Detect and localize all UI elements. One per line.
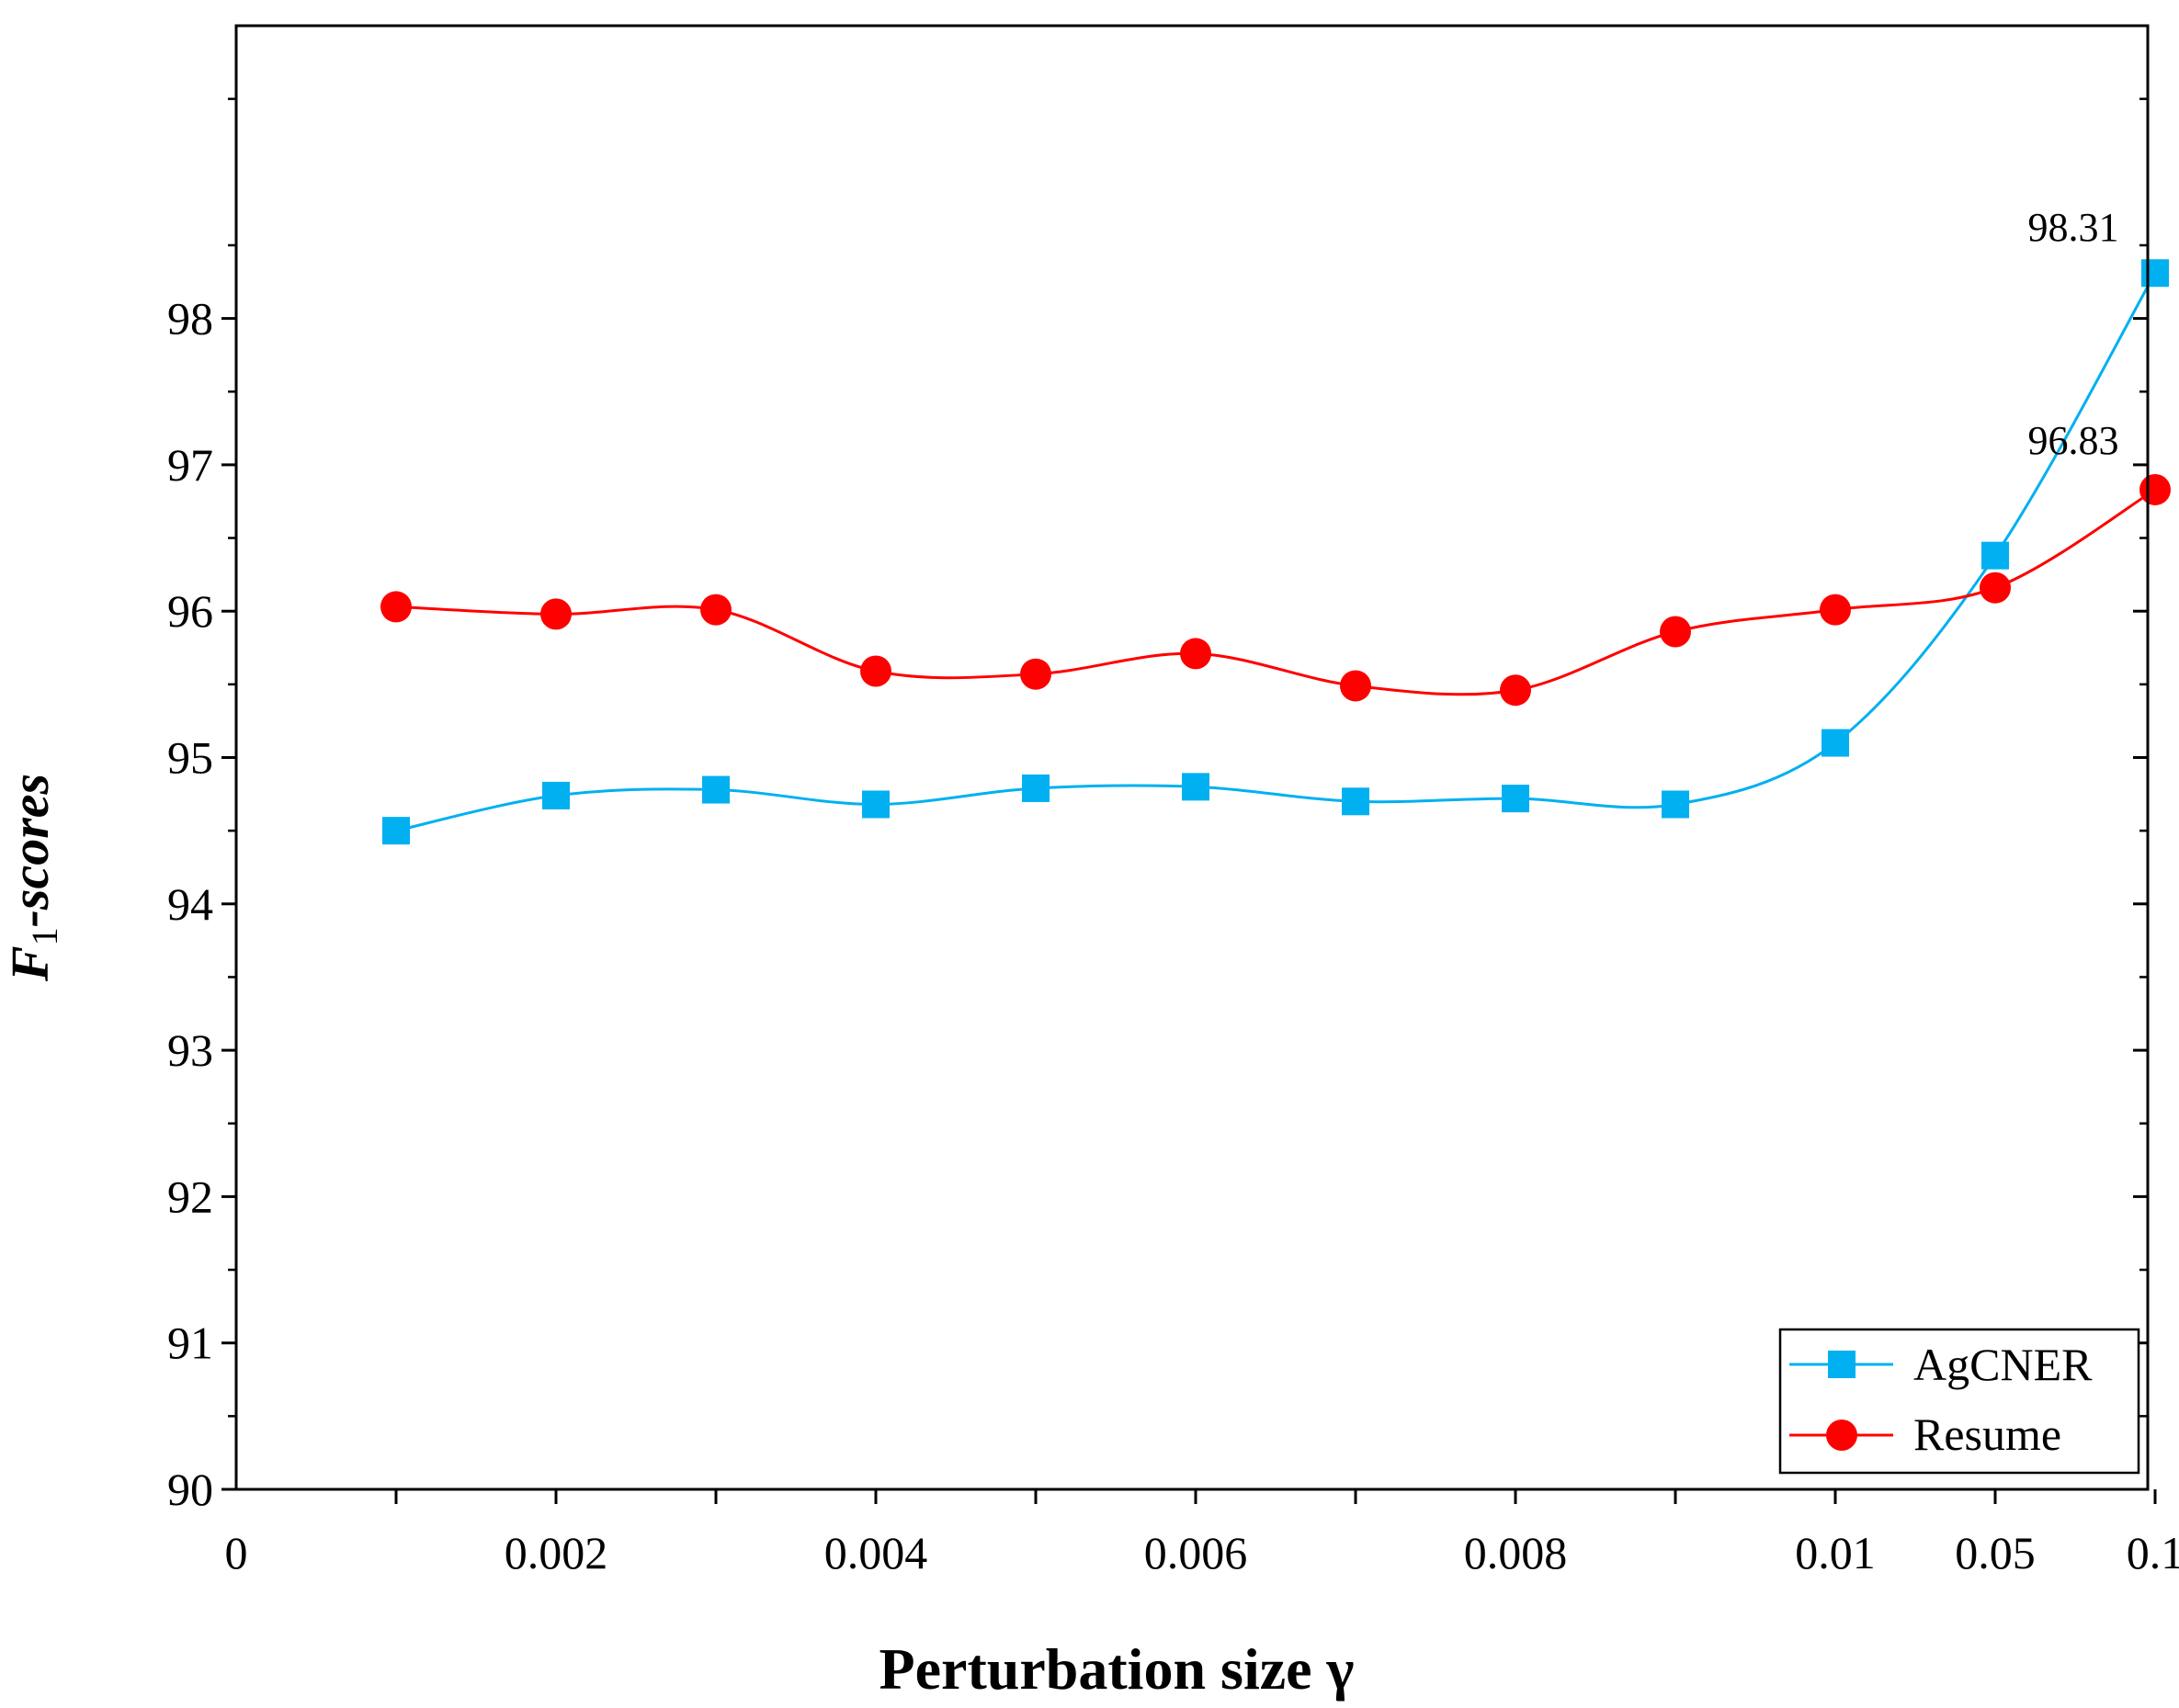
marker-agcner <box>862 790 890 819</box>
x-ticks <box>394 1489 2157 1504</box>
x-axis-title: Perturbation size γ <box>880 1636 1355 1702</box>
marker-resume <box>380 591 412 623</box>
marker-agcner <box>702 775 730 804</box>
y-axis-title-subscript: 1 <box>24 927 65 945</box>
x-tick-label: 0.1 <box>2127 1527 2179 1578</box>
y-major-ticks <box>221 317 2148 1491</box>
marker-resume <box>1980 571 2011 604</box>
data-label-agcner: 98.31 <box>2028 205 2119 250</box>
data-label-resume: 96.83 <box>2028 418 2119 463</box>
legend-marker-resume <box>1826 1420 1857 1451</box>
marker-agcner <box>1822 729 1849 757</box>
y-axis-title-main: F <box>0 945 60 982</box>
marker-resume <box>540 598 572 630</box>
y-tick-label: 92 <box>167 1171 213 1222</box>
marker-agcner <box>1981 541 2009 570</box>
marker-resume <box>2139 473 2171 505</box>
y-tick-label: 94 <box>167 878 213 930</box>
series-lines <box>395 272 2157 832</box>
x-tick-label: 0.05 <box>1955 1527 2036 1578</box>
marker-agcner <box>542 781 570 809</box>
x-tick-labels: 0 0.002 0.004 0.006 0.008 0.01 0.05 0.1 <box>225 1527 2179 1578</box>
marker-resume <box>1180 638 1211 670</box>
plot-frame <box>234 24 2150 1491</box>
x-tick-label: 0.01 <box>1795 1527 1876 1578</box>
marker-resume <box>1500 674 1531 707</box>
marker-resume <box>1020 658 1051 690</box>
x-tick-label: 0.006 <box>1144 1527 1248 1578</box>
marker-agcner <box>2141 259 2169 288</box>
y-tick-labels: 90 91 92 93 94 95 96 97 98 <box>167 293 213 1515</box>
marker-agcner <box>1502 785 1529 813</box>
y-tick-label: 90 <box>167 1464 213 1515</box>
y-tick-label: 95 <box>167 732 213 784</box>
line-resume <box>395 488 2156 696</box>
x-tick-label: 0.004 <box>824 1527 928 1578</box>
x-tick-label: 0.002 <box>505 1527 608 1578</box>
x-tick-label: 0 <box>225 1527 248 1578</box>
marker-agcner <box>1662 790 1689 819</box>
y-axis-title-rest: -scores <box>0 774 60 928</box>
x-tick-label: 0.008 <box>1464 1527 1568 1578</box>
marker-resume <box>1340 670 1371 702</box>
legend-label-resume: Resume <box>1913 1408 2061 1460</box>
line-agcner <box>395 272 2157 832</box>
y-tick-label: 98 <box>167 293 213 345</box>
svg-text:F1-scores: F1-scores <box>0 774 65 982</box>
marker-resume <box>860 655 891 687</box>
y-tick-label: 97 <box>167 439 213 491</box>
marker-resume <box>700 594 732 626</box>
marker-resume <box>1820 594 1851 626</box>
y-axis-title: F1-scores <box>0 774 65 982</box>
marker-resume <box>1660 616 1691 648</box>
marker-agcner <box>1022 774 1050 802</box>
marker-agcner <box>382 817 410 845</box>
legend-marker-agcner <box>1828 1351 1856 1378</box>
y-tick-label: 96 <box>167 585 213 637</box>
y-tick-label: 93 <box>167 1024 213 1076</box>
legend-label-agcner: AgCNER <box>1913 1339 2093 1390</box>
marker-agcner <box>1182 773 1209 801</box>
series-markers <box>380 259 2171 845</box>
legend: AgCNER Resume <box>1778 1328 2140 1475</box>
y-tick-label: 91 <box>167 1318 213 1369</box>
y-minor-ticks <box>228 97 2148 1418</box>
marker-agcner <box>1342 787 1369 816</box>
